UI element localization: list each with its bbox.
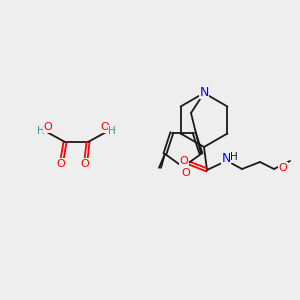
Text: O: O [100, 122, 109, 132]
Text: H: H [37, 126, 45, 136]
Text: O: O [57, 159, 65, 169]
Text: N: N [199, 85, 209, 98]
Text: H: H [230, 152, 238, 162]
Text: O: O [279, 163, 287, 173]
Text: O: O [81, 159, 89, 169]
Text: H: H [108, 126, 116, 136]
Text: O: O [182, 168, 190, 178]
Text: O: O [180, 156, 188, 166]
Text: O: O [44, 122, 52, 132]
Text: N: N [221, 152, 231, 166]
